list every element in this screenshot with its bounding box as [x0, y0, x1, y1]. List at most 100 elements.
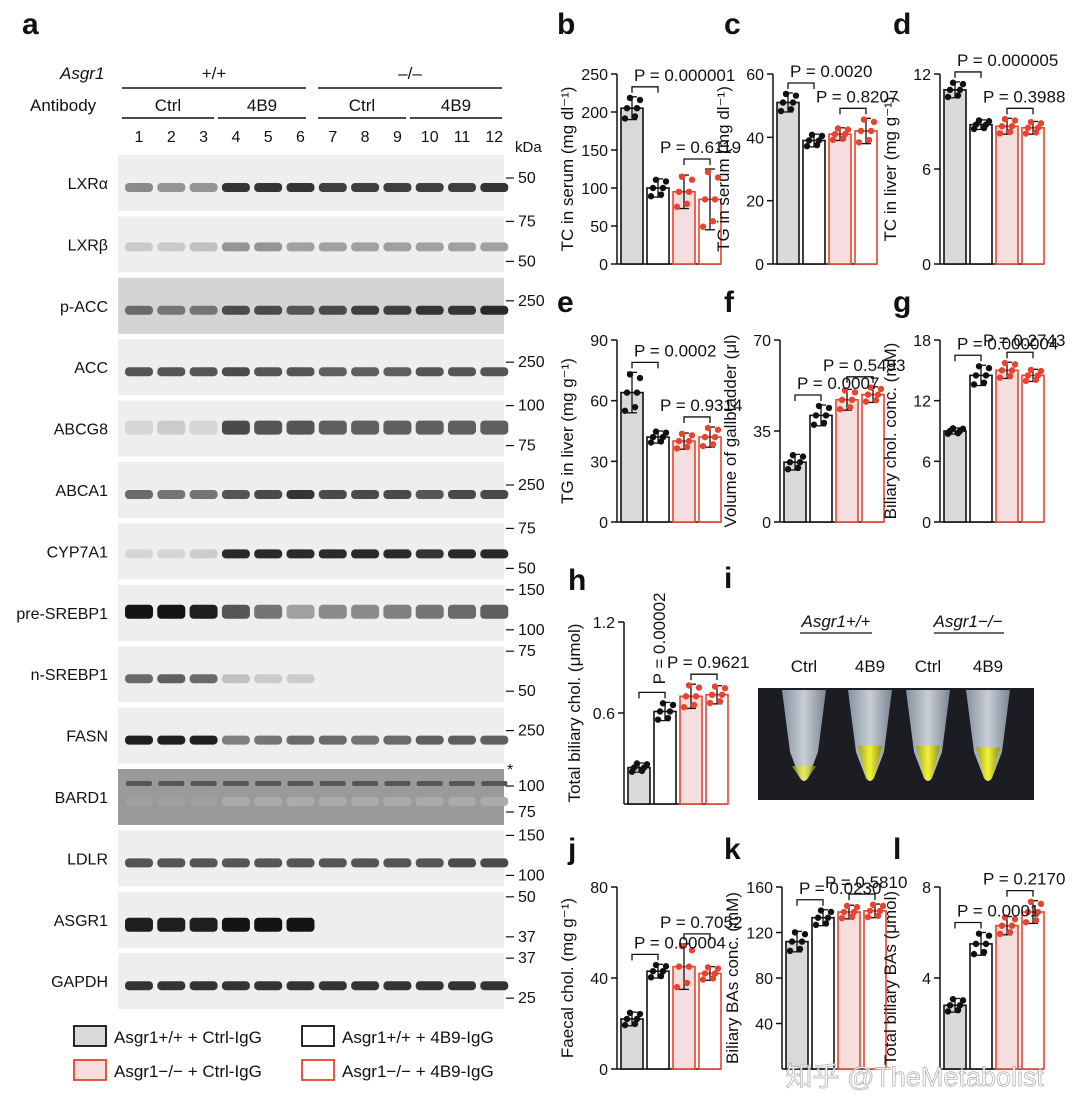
blot-band: [480, 981, 509, 991]
comparison-bracket: [839, 107, 867, 115]
blot-band: [286, 858, 315, 868]
bar: [943, 89, 967, 265]
kda-marker-label: 37: [518, 929, 536, 946]
data-point: [1011, 361, 1019, 368]
data-point: [664, 714, 672, 722]
data-point: [701, 970, 709, 977]
y-axis-label: Total biliary chol. (μmol): [565, 624, 584, 803]
blot-band: [415, 549, 444, 559]
genotype-label: Asgr1: [59, 64, 104, 83]
data-point: [1032, 129, 1040, 136]
data-point: [812, 412, 820, 419]
blot-band: [221, 735, 250, 745]
bar: [785, 940, 809, 1070]
y-tick-label: 0: [755, 257, 764, 274]
data-point: [649, 184, 657, 192]
data-point: [621, 1021, 629, 1029]
data-point: [944, 93, 952, 101]
blot-band: [189, 735, 218, 745]
bile-fill: [976, 747, 1000, 781]
panel-letter-g: g: [893, 286, 911, 319]
blot-band: [383, 735, 412, 745]
panel-letter-f: f: [724, 286, 735, 319]
blot-band: [415, 858, 444, 868]
data-point: [673, 445, 681, 452]
data-point: [704, 964, 712, 971]
bar: [698, 436, 722, 523]
data-point: [631, 113, 639, 120]
blot-band: [157, 858, 186, 868]
data-point: [1024, 908, 1032, 916]
chart-c: c 0 20 40 60 TG in serum (mg dl⁻¹) P = 0.0020 P…: [714, 8, 898, 274]
blot-band: [448, 305, 476, 315]
data-point: [688, 947, 696, 954]
blot-band: [221, 981, 250, 991]
blot-band: [221, 604, 250, 619]
blot-band: [318, 183, 347, 192]
y-axis-label: TC in serum (mg dl⁻¹): [558, 87, 577, 252]
blot-band: [157, 981, 186, 991]
data-point: [1006, 128, 1014, 136]
data-point: [788, 938, 796, 945]
lane-number: 4: [231, 129, 240, 146]
blot-band: [125, 549, 153, 559]
data-point: [996, 374, 1004, 381]
blot-band: [352, 781, 379, 786]
blot-band: [221, 242, 250, 252]
blot-band: [189, 604, 218, 619]
data-point: [949, 79, 957, 86]
data-point: [657, 972, 665, 980]
data-point: [982, 940, 990, 948]
protein-label: ACC: [74, 360, 108, 377]
comparison-bracket: [683, 158, 711, 165]
blot-band: [448, 858, 476, 868]
data-point: [652, 961, 660, 969]
data-point: [817, 907, 825, 914]
data-point: [798, 938, 806, 945]
kda-marker-label: *: [507, 762, 513, 779]
blot-band: [125, 858, 153, 868]
data-point: [980, 124, 988, 132]
blot-band: [254, 305, 283, 315]
data-point: [633, 389, 641, 396]
comparison-bracket: [796, 899, 824, 906]
data-point: [1011, 915, 1019, 923]
kda-marker-label: 50: [518, 170, 536, 187]
kda-marker-label: 37: [518, 950, 536, 967]
comparison-bracket: [683, 416, 711, 423]
blot-band: [125, 604, 153, 619]
bile-fill: [916, 745, 940, 781]
data-point: [695, 684, 703, 691]
bar: [995, 369, 1019, 523]
data-point: [846, 404, 854, 411]
data-point: [998, 367, 1006, 374]
blot-band: [157, 242, 186, 252]
data-point: [709, 975, 717, 982]
data-point: [784, 466, 792, 473]
data-point: [982, 372, 990, 379]
data-point: [866, 907, 874, 915]
data-point: [998, 922, 1006, 929]
blot-band: [189, 797, 218, 806]
data-point: [998, 123, 1006, 130]
photo-genotype-ko: Asgr1−/−: [933, 612, 1003, 631]
kda-marker-label: 50: [518, 253, 536, 270]
bile-fill: [792, 766, 816, 781]
p-value-label: P = 0.00004: [634, 933, 726, 952]
p-value-label: P = 0.0007: [797, 374, 879, 393]
y-tick-label: 0: [922, 515, 931, 532]
panel-letter-k: k: [724, 833, 741, 866]
data-point: [714, 174, 722, 181]
bar: [653, 710, 677, 805]
panel-letter-c: c: [724, 8, 741, 41]
bar: [705, 693, 729, 805]
blot-band: [254, 420, 283, 435]
bar: [969, 943, 993, 1070]
lane-number: 8: [361, 129, 370, 146]
bar: [969, 123, 993, 265]
data-point: [682, 693, 690, 700]
data-point: [985, 364, 993, 372]
data-point: [1024, 124, 1032, 132]
protein-label: FASN: [66, 729, 108, 746]
